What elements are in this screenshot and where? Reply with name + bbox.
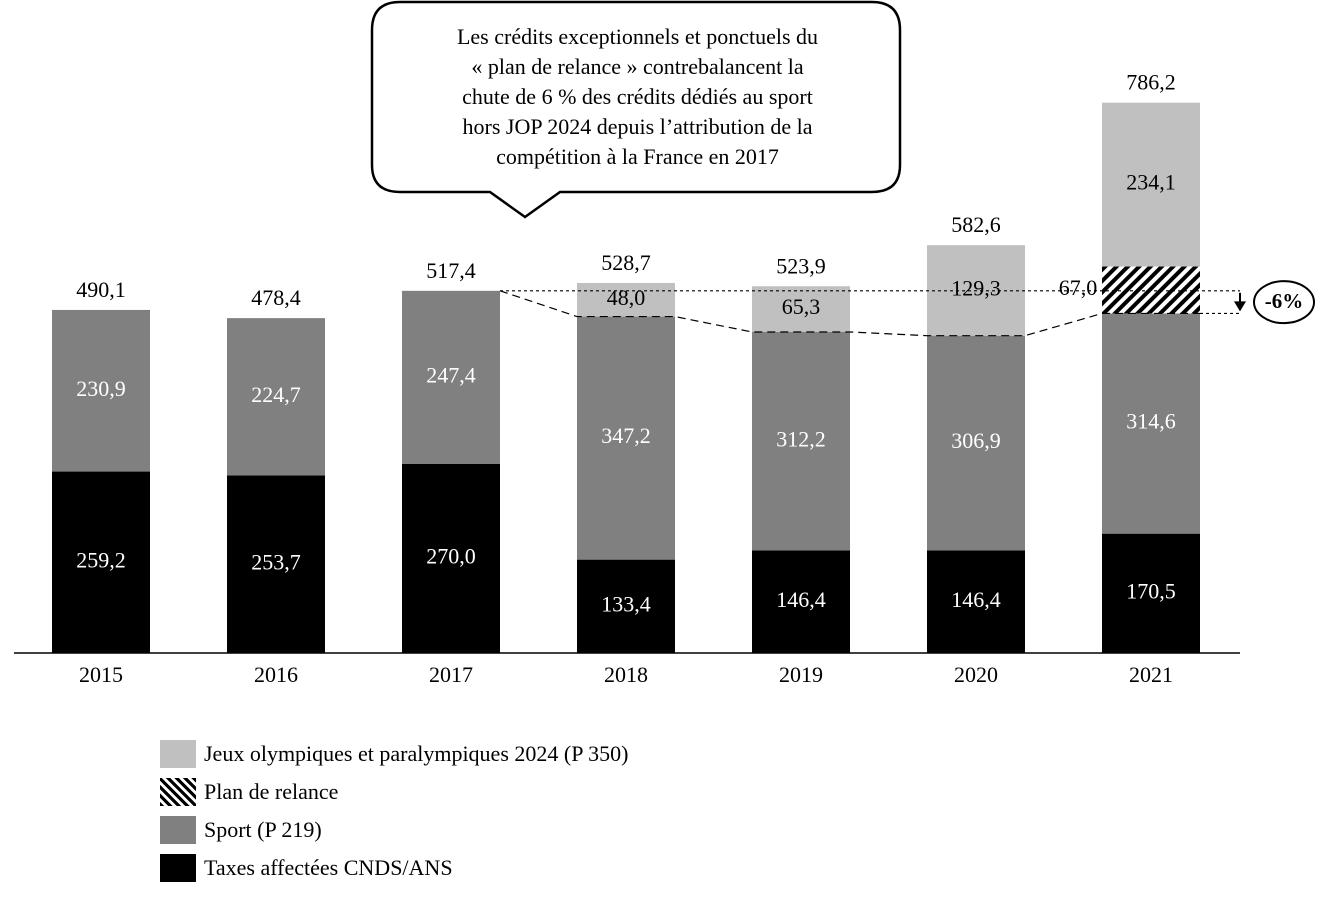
bar-segment [577, 559, 675, 653]
legend-label: Sport (P 219) [204, 817, 322, 842]
legend-label: Jeux olympiques et paralympiques 2024 (P… [204, 741, 629, 766]
bar-segment [52, 309, 150, 472]
x-tick-label: 2015 [79, 662, 123, 687]
x-tick-label: 2016 [254, 662, 298, 687]
segment-label: 306,9 [951, 428, 1001, 453]
legend-swatch-hatch [160, 778, 196, 806]
callout-bubble [370, 0, 902, 219]
callout-line: « plan de relance » contrebalancent la [471, 54, 804, 79]
callout-line: compétition à la France en 2017 [496, 144, 779, 169]
legend-item-sport: Sport (P 219) [160, 811, 628, 849]
bar-segment [227, 318, 325, 476]
x-tick-label: 2020 [954, 662, 998, 687]
x-tick-label: 2019 [779, 662, 823, 687]
change-badge-label: -6% [1265, 289, 1304, 313]
callout-line: Les crédits exceptionnels et ponctuels d… [456, 24, 819, 49]
callout-line: hors JOP 2024 depuis l’attribution de la [462, 114, 813, 139]
bar-segment [1102, 313, 1200, 534]
legend-swatch-jop [160, 740, 196, 768]
segment-label: 133,4 [601, 591, 651, 616]
bar-segment [927, 550, 1025, 653]
callout-line: chute de 6 % des crédits dédiés au sport [462, 84, 813, 109]
bar-segment [752, 331, 850, 551]
legend-item-plan-de-relance: Plan de relance [160, 773, 628, 811]
segment-label: 247,4 [426, 362, 476, 387]
total-label: 786,2 [1126, 70, 1176, 95]
legend-label: Taxes affectées CNDS/ANS [204, 855, 453, 880]
segment-label: 270,0 [426, 544, 476, 569]
bar-segment [227, 475, 325, 653]
segment-label: 67,0 [1059, 275, 1098, 300]
legend-swatch-sport [160, 816, 196, 844]
segment-label: 314,6 [1126, 409, 1176, 434]
legend: Jeux olympiques et paralympiques 2024 (P… [160, 735, 628, 887]
bar-segment [752, 550, 850, 653]
x-tick-label: 2017 [429, 662, 473, 687]
segment-label: 48,0 [607, 285, 646, 310]
segment-label: 234,1 [1126, 170, 1176, 195]
segment-label: 253,7 [251, 549, 301, 574]
callout-text: Les crédits exceptionnels et ponctuels d… [385, 22, 890, 172]
total-label: 490,1 [76, 277, 126, 302]
bar-segment [402, 464, 500, 653]
change-badge [1253, 280, 1315, 325]
bar-segment [52, 471, 150, 653]
bar-segment [402, 290, 500, 464]
segment-label: 65,3 [782, 294, 821, 319]
bar-segment [752, 286, 850, 332]
bar-segment [1102, 533, 1200, 653]
total-label: 528,7 [601, 250, 651, 275]
legend-item-taxes: Taxes affectées CNDS/ANS [160, 849, 628, 887]
x-tick-label: 2018 [604, 662, 648, 687]
bar-segment [577, 282, 675, 317]
sport-trend-line [499, 290, 1200, 337]
legend-swatch-taxes [160, 854, 196, 882]
segment-label: 230,9 [76, 376, 126, 401]
total-label: 478,4 [251, 285, 301, 310]
segment-label: 312,2 [776, 426, 826, 451]
segment-label: 170,5 [1126, 578, 1176, 603]
bar-segment [1102, 102, 1200, 267]
segment-label: 146,4 [776, 587, 826, 612]
decrease-arrow-head [1234, 301, 1246, 312]
segment-label: 259,2 [76, 547, 126, 572]
legend-label: Plan de relance [204, 779, 339, 804]
bar-segment [1102, 266, 1200, 314]
x-tick-label: 2021 [1129, 662, 1173, 687]
total-label: 517,4 [426, 258, 476, 283]
total-label: 523,9 [776, 253, 826, 278]
total-label: 582,6 [951, 212, 1001, 237]
segment-label: 129,3 [951, 275, 1001, 300]
bar-segment [927, 335, 1025, 551]
segment-label: 347,2 [601, 423, 651, 448]
bar-segment [577, 316, 675, 560]
segment-label: 224,7 [251, 382, 301, 407]
legend-item-jop: Jeux olympiques et paralympiques 2024 (P… [160, 735, 628, 773]
segment-label: 146,4 [951, 587, 1001, 612]
